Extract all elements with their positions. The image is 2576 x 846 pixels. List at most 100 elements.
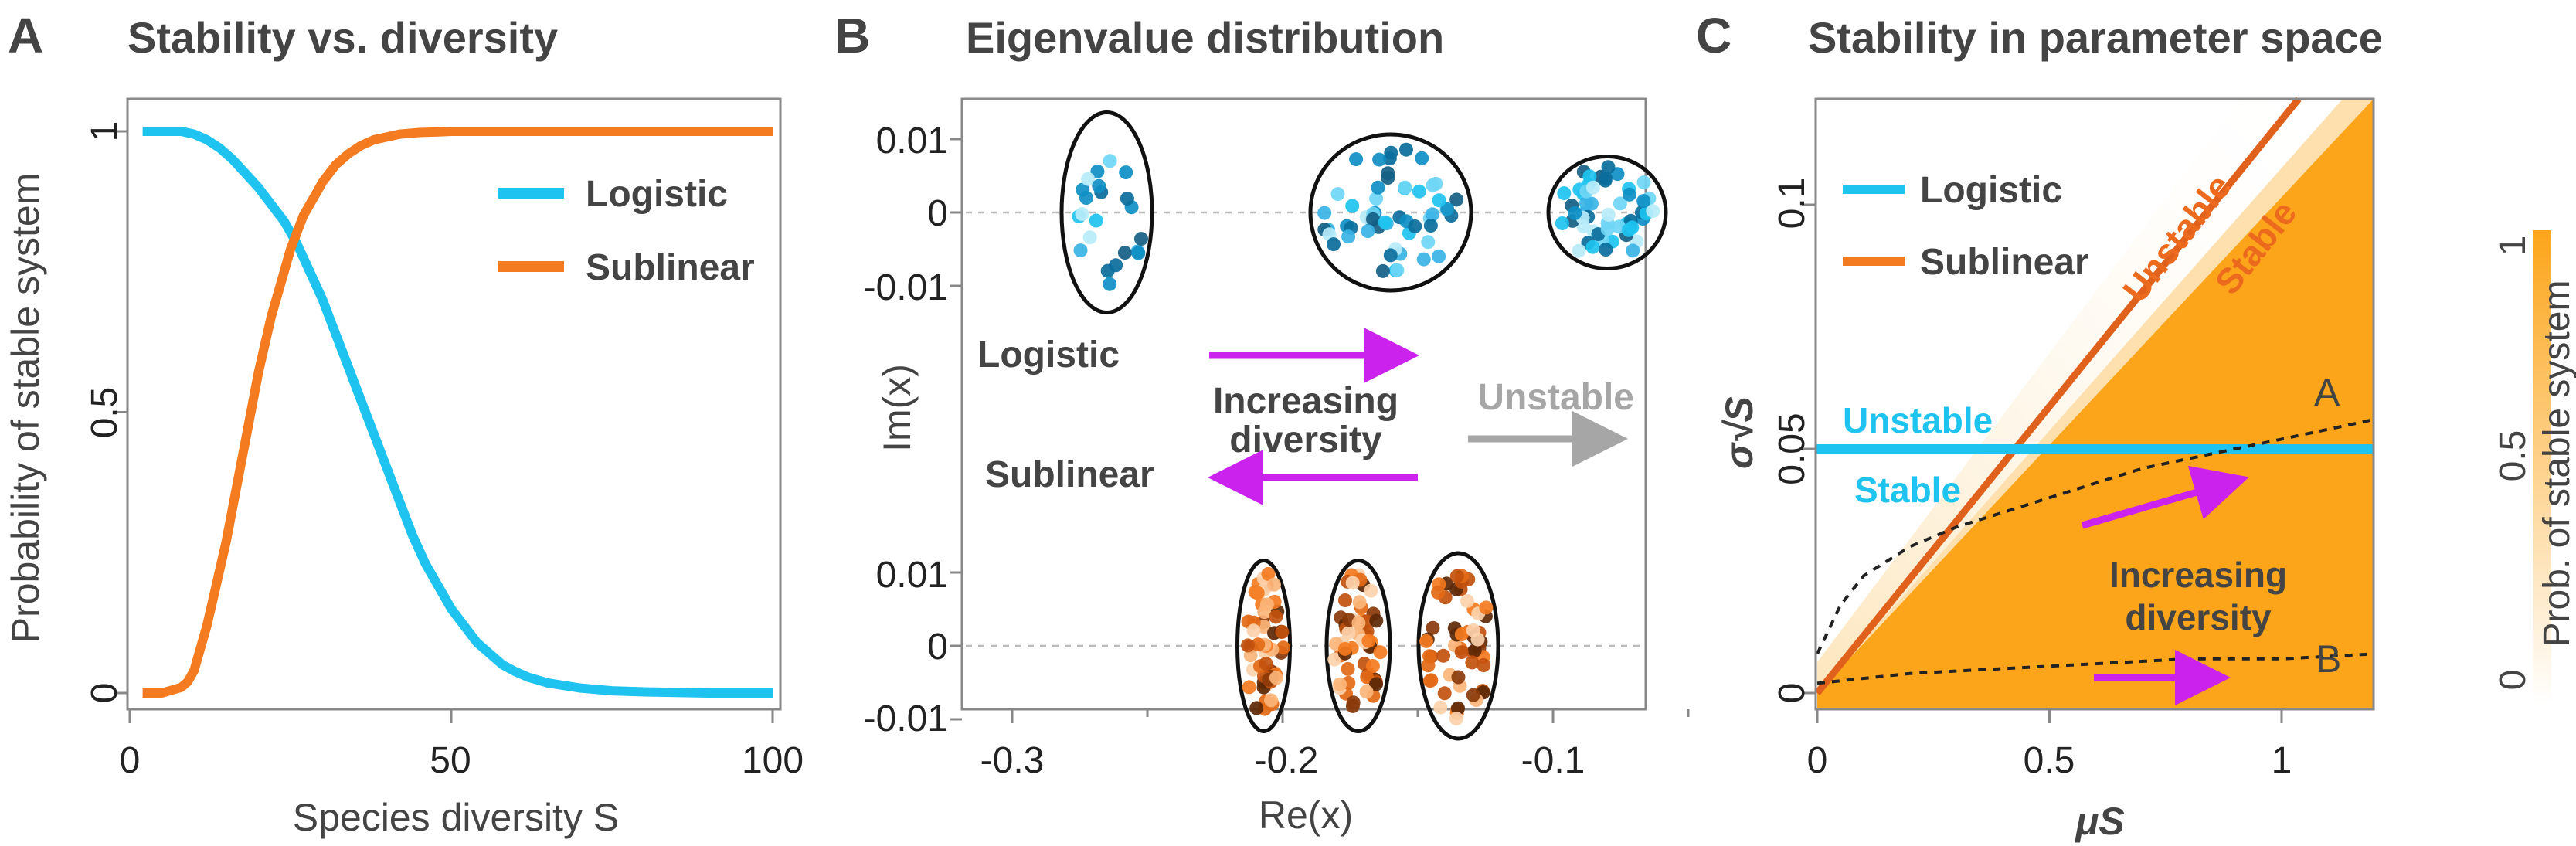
panel-b-eigenvalue-point <box>1421 235 1436 250</box>
colorbar <box>2533 230 2551 703</box>
panel-b-eigenvalue-point <box>1364 583 1378 598</box>
panel-b-group-outline <box>1546 155 1668 270</box>
panel-b-eigenvalue-point <box>1349 152 1364 167</box>
panel-b-eigenvalue-point <box>1120 192 1134 206</box>
panel-b-eigenvalue-point <box>1599 171 1613 185</box>
panel-b-eigenvalue-point <box>1613 196 1627 211</box>
panel-c-xlabel: μS <box>2074 800 2125 843</box>
panel-c-label-b: B <box>2316 637 2341 681</box>
panel-b-eigenvalue-point <box>1275 624 1290 639</box>
panel-a-series-line-logistic <box>142 127 773 698</box>
panel-b-letter: B <box>834 8 870 63</box>
panel-b-group-outline <box>1059 110 1154 314</box>
panel-b-eigenvalue-point <box>1341 661 1355 676</box>
panel-b-eigenvalue-point <box>1345 199 1360 213</box>
panel-a-legend-sublinear-label: Sublinear <box>586 247 755 288</box>
panel-b-eigenvalue-point <box>1408 219 1422 233</box>
panel-b-eigenvalue-point <box>1073 243 1088 258</box>
panel-b-eigenvalue-point <box>1251 637 1266 652</box>
panel-c-label-a: A <box>2314 371 2340 414</box>
panel-b-eigenvalue-point <box>1426 207 1439 222</box>
panel-b-eigenvalue-point <box>1242 680 1256 695</box>
panel-b-eigenvalue-point <box>1622 223 1636 237</box>
panel-b-eigenvalue-point <box>1261 566 1276 581</box>
panel-b-eigenvalue-point <box>1365 659 1380 673</box>
colorbar-tick-label: 1 <box>2493 236 2534 257</box>
panel-a-title: Stability vs. diversity <box>127 13 558 62</box>
panel-b-eigenvalue-point <box>1415 151 1429 165</box>
panel-b-eigenvalue-point <box>1103 277 1117 291</box>
panel-b-eigenvalue-point <box>1449 192 1464 207</box>
panel-b-eigenvalue-point <box>1449 712 1463 726</box>
panel-c-arrow-a <box>2081 465 2249 529</box>
panel-c-xtick-label: 0 <box>1807 740 1828 781</box>
panel-a-xtick-label: 100 <box>742 740 804 781</box>
panel-b-frame <box>960 97 1647 711</box>
panel-b-ylabel: Im(x) <box>875 364 919 452</box>
panel-c-unstable-left: Unstable <box>1843 400 1993 440</box>
panel-a-ytick-label: 0.5 <box>84 387 125 439</box>
panel-b-eigenvalue-point <box>1246 623 1261 638</box>
panel-b-unstable-label: Unstable <box>1477 377 1634 418</box>
panel-b-eigenvalue-point <box>1422 674 1437 688</box>
panel-b-ytick-label: -0.01 <box>864 698 948 739</box>
panel-b-eigenvalue-point <box>1134 232 1148 246</box>
panel-b-eigenvalue-point <box>1390 263 1405 277</box>
panel-b-eigenvalue-point <box>1398 180 1412 195</box>
panel-b-eigenvalue-point <box>1466 623 1480 637</box>
panel-b-eigenvalue-point <box>1601 207 1616 222</box>
panel-a: A Stability vs. diversity 0 0.5 1 0 50 1… <box>4 8 804 839</box>
panel-b-eigenvalue-point <box>1431 585 1446 600</box>
colorbar-tick-label: 0 <box>2493 670 2534 691</box>
panel-b-eigenvalue-point <box>1241 638 1255 653</box>
panel-b-eigenvalue-point <box>1269 671 1283 685</box>
panel-b-group-outline <box>1308 132 1473 293</box>
panel-b-eigenvalue-point <box>1454 627 1469 641</box>
panel-b-sublinear-label: Sublinear <box>985 454 1154 495</box>
panel-a-ylabel: Probability of stable system <box>4 173 47 644</box>
panel-b-ticks <box>950 138 1690 723</box>
panel-b-eigenvalue-point <box>1117 246 1132 260</box>
panel-b-eigenvalue-point <box>1451 670 1466 685</box>
panel-b-eigenvalue-point <box>1636 175 1651 190</box>
panel-c-stable-left: Stable <box>1854 470 1961 510</box>
panel-b-eigenvalue-point <box>1079 191 1093 205</box>
panel-b-eigenvalue-point <box>1579 196 1593 210</box>
panel-b-eigenvalue-point <box>1449 569 1464 583</box>
panel-b-eigenvalue-point <box>1369 677 1384 691</box>
panel-b-eigenvalue-point <box>1460 593 1474 608</box>
panel-b-eigenvalue-point <box>1383 248 1398 263</box>
panel-b-eigenvalue-point <box>1421 658 1436 673</box>
panel-b-eigenvalue-point <box>1426 620 1440 635</box>
panel-b-xlabel: Re(x) <box>1259 793 1353 837</box>
panel-b-eigenvalue-point <box>1276 640 1290 655</box>
panel-b-eigenvalue-point <box>1622 187 1636 202</box>
panel-b-xtick-label: -0.2 <box>1255 740 1319 781</box>
panel-b-eigenvalue-point <box>1454 645 1469 660</box>
panel-b-eigenvalue-point <box>1440 202 1455 216</box>
panel-b-eigenvalue-point <box>1369 613 1384 628</box>
panel-c-stable-region <box>1817 99 2374 709</box>
panel-b-eigenvalue-point <box>1369 192 1384 206</box>
panel-b-eigenvalue-point <box>1572 243 1586 258</box>
panel-b-eigenvalue-point <box>1419 634 1433 648</box>
panel-c-diversity-label: diversity <box>2125 597 2272 637</box>
panel-b-eigenvalue-point <box>1338 641 1352 656</box>
panel-c-ytick-label: 0 <box>1772 683 1813 704</box>
panel-b-eigenvalue-point <box>1416 252 1431 267</box>
panel-b-eigenvalue-point <box>1432 193 1446 208</box>
panel-b-eigenvalue-point <box>1436 648 1451 663</box>
panel-b-eigenvalue-point <box>1646 204 1660 219</box>
panel-b-eigenvalue-point <box>1090 164 1105 178</box>
panel-b-eigenvalue-point <box>1259 656 1273 671</box>
panel-a-xtick-label: 50 <box>430 740 471 781</box>
panel-b-eigenvalue-point <box>1341 626 1356 640</box>
panel-b-ytick-label: 0 <box>927 193 948 234</box>
panel-b-eigenvalue-point <box>1378 215 1392 229</box>
colorbar-label: Prob. of stable system <box>2537 280 2576 647</box>
panel-b-eigenvalue-point <box>1131 246 1146 260</box>
panel-b-eigenvalue-point <box>1109 258 1123 273</box>
panel-b: B Eigenvalue distribution 0.01 0 -0.01 0… <box>834 8 1690 837</box>
panel-b-eigenvalue-point <box>1465 655 1480 670</box>
